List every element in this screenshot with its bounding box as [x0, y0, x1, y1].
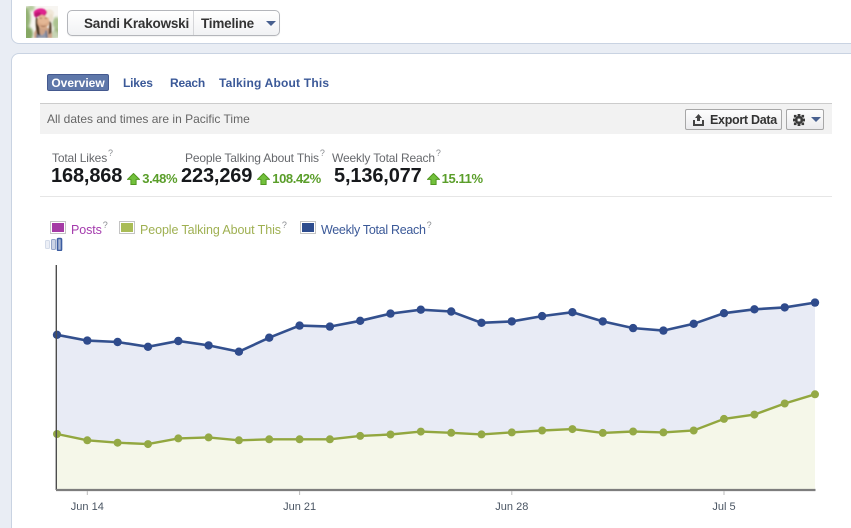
svg-text:Jun 14: Jun 14: [71, 501, 104, 513]
svg-text:Jun 21: Jun 21: [283, 501, 316, 513]
svg-text:Jul 5: Jul 5: [712, 501, 735, 513]
svg-text:Jun 28: Jun 28: [495, 501, 528, 513]
